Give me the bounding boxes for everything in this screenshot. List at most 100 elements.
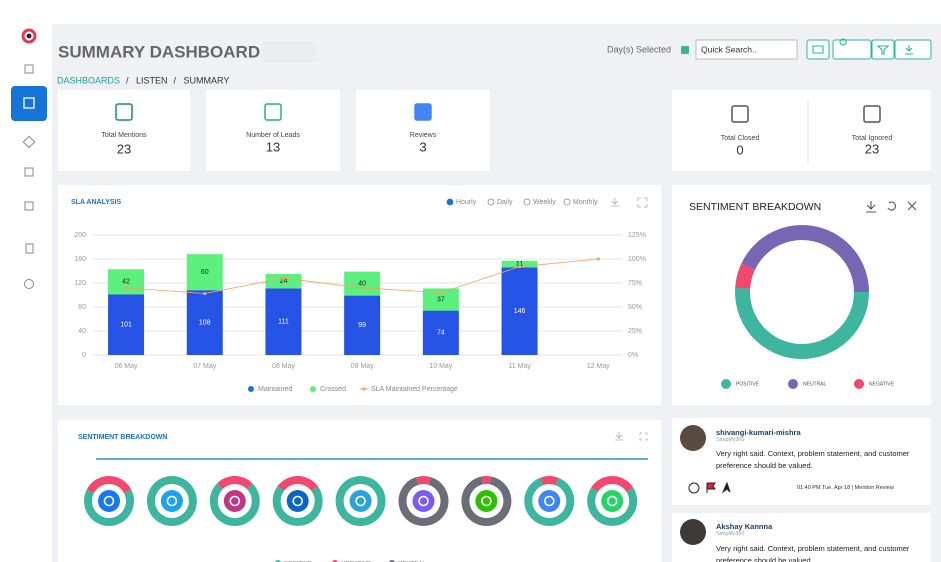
legend-label: NEGATIVE [869,381,895,387]
donut-tools[interactable] [866,201,917,213]
logo [21,28,37,44]
line-point [439,291,443,295]
line-point [203,291,207,296]
option-radio[interactable] [446,198,454,206]
channel-glyph [229,495,241,507]
legend-marker [721,379,731,389]
bar [186,254,223,291]
post-author[interactable]: shivangi-kumari-mishra [716,428,801,437]
button-icons [812,38,913,55]
channel-glyph [481,495,492,507]
line-point [517,265,522,269]
channel-slice [540,476,559,486]
post-text: Very right said. Context, problem statem… [716,544,910,562]
sla-tools[interactable] [611,197,648,208]
channel-tools[interactable] [615,432,648,441]
y2-tick-label: 100% [628,256,646,263]
filter-button[interactable] [871,39,895,60]
nav-icon[interactable] [23,97,35,109]
nav-icon[interactable] [24,279,34,289]
bar-label: 24 [280,278,288,285]
channel-slice [461,476,512,526]
download-button[interactable] [894,39,932,60]
channel-slice [277,476,318,492]
channel-slice [335,475,386,526]
inbox-button[interactable] [806,39,830,60]
nav-icon[interactable] [24,64,34,74]
donut-slice [735,287,869,359]
breadcrumb-item[interactable]: DASHBOARDS [57,75,120,85]
stat-icon [731,105,749,123]
bar-label: 37 [437,296,445,303]
option-radio[interactable] [487,198,495,206]
channel-slice [146,475,197,526]
stat-value: 23 [117,141,131,156]
stat-value: 0 [736,142,743,157]
line-point [596,257,600,261]
x-tick-label: 11 May [508,363,531,370]
post-actions[interactable] [688,481,731,494]
page-title: SUMMARY DASHBOARD [58,42,260,61]
channel-slice [398,477,449,526]
nav-icon[interactable] [24,201,34,211]
y2-tick-label: 125% [628,232,646,239]
bar-label: 101 [120,322,132,329]
option-radio[interactable] [523,198,531,206]
legend-marker [362,387,366,391]
legend-marker [310,386,316,392]
bar-label: 146 [514,308,526,315]
donut-slice [741,225,869,292]
line-point [281,276,286,280]
option-label: Weekly [533,199,556,206]
legend-label: POSITIVE [736,381,760,387]
x-tick-label: 07 May [193,363,216,370]
stat-label: Total Mentions [101,132,147,139]
breadcrumb-item[interactable]: LISTEN [136,75,168,85]
option-radio[interactable] [563,198,571,206]
bar-label: 108 [199,319,211,326]
bar-label: 74 [437,330,445,337]
days-icon[interactable] [681,46,689,54]
stat-icon [115,103,133,121]
post-meta: 01:40 PM Tue, Apr 18 | Mention Review [797,485,894,491]
stat-label: Reviews [410,132,437,139]
line-point [360,286,364,290]
x-tick-label: 06 May [115,363,138,370]
location-button[interactable] [832,39,872,60]
channel-slice [481,475,492,485]
nav-icon[interactable] [25,243,34,254]
donut-slice [735,263,755,289]
x-tick-label: 08 May [272,363,295,370]
channel-slice [86,476,132,494]
bar [344,295,381,355]
y-tick-label: 80 [78,304,86,311]
channel-icon [349,490,372,512]
stat-icon [264,103,282,121]
nav-icon[interactable] [22,135,36,149]
bar-label: 42 [122,279,130,286]
channel-slice [587,487,638,526]
search-box[interactable] [695,39,798,60]
channel-glyph [606,495,618,507]
channel-icon [475,490,498,512]
channel-slice [415,476,432,485]
post-text: Very right said. Context, problem statem… [716,449,910,470]
channel-glyph [543,495,555,507]
bar [265,274,302,289]
channel-glyph [418,495,429,507]
bar [344,271,381,296]
line-point [124,286,128,290]
chart-title: SENTIMENT BREAKDOWN [78,434,167,441]
bar-label: 40 [358,280,366,287]
days-label: Day(s) Selected [607,44,671,54]
nav-icon[interactable] [24,167,34,177]
bar [186,290,223,355]
y-tick-label: 120 [74,280,86,287]
chart-title: SLA ANALYSIS [71,199,122,206]
channel-slice [524,477,575,526]
post-author[interactable]: Akshay Kannna [716,522,773,531]
breadcrumb-separator: / [126,75,129,85]
nav-active[interactable] [11,86,47,121]
legend-marker [854,379,864,389]
